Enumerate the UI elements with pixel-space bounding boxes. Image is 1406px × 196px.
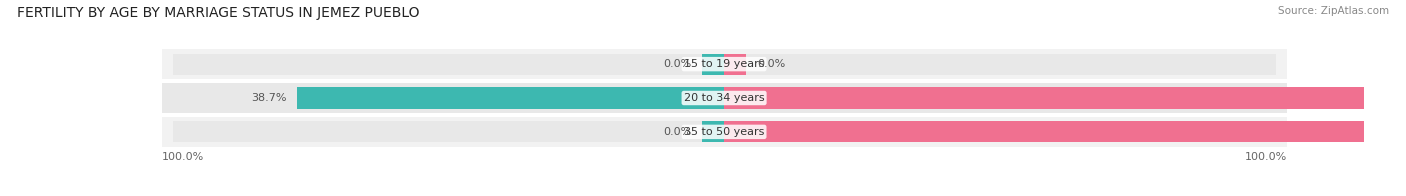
Text: 100.0%: 100.0% <box>162 152 204 162</box>
Text: 0.0%: 0.0% <box>662 59 690 69</box>
Bar <box>162 49 1286 79</box>
Bar <box>702 54 724 75</box>
Bar <box>724 121 1406 142</box>
Text: 100.0%: 100.0% <box>1244 152 1286 162</box>
Text: FERTILITY BY AGE BY MARRIAGE STATUS IN JEMEZ PUEBLO: FERTILITY BY AGE BY MARRIAGE STATUS IN J… <box>17 6 419 20</box>
Text: 0.0%: 0.0% <box>758 59 786 69</box>
Bar <box>162 83 1286 113</box>
Text: 15 to 19 years: 15 to 19 years <box>683 59 765 69</box>
Bar <box>173 87 1275 109</box>
Text: 0.0%: 0.0% <box>662 127 690 137</box>
Bar <box>724 87 1400 109</box>
Text: 35 to 50 years: 35 to 50 years <box>683 127 765 137</box>
Text: Source: ZipAtlas.com: Source: ZipAtlas.com <box>1278 6 1389 16</box>
Text: 38.7%: 38.7% <box>250 93 287 103</box>
Bar <box>702 121 724 142</box>
Bar <box>724 54 747 75</box>
Text: 20 to 34 years: 20 to 34 years <box>683 93 765 103</box>
Bar <box>173 54 1275 75</box>
Bar <box>297 87 724 109</box>
Bar <box>162 117 1286 147</box>
Bar <box>173 121 1275 142</box>
